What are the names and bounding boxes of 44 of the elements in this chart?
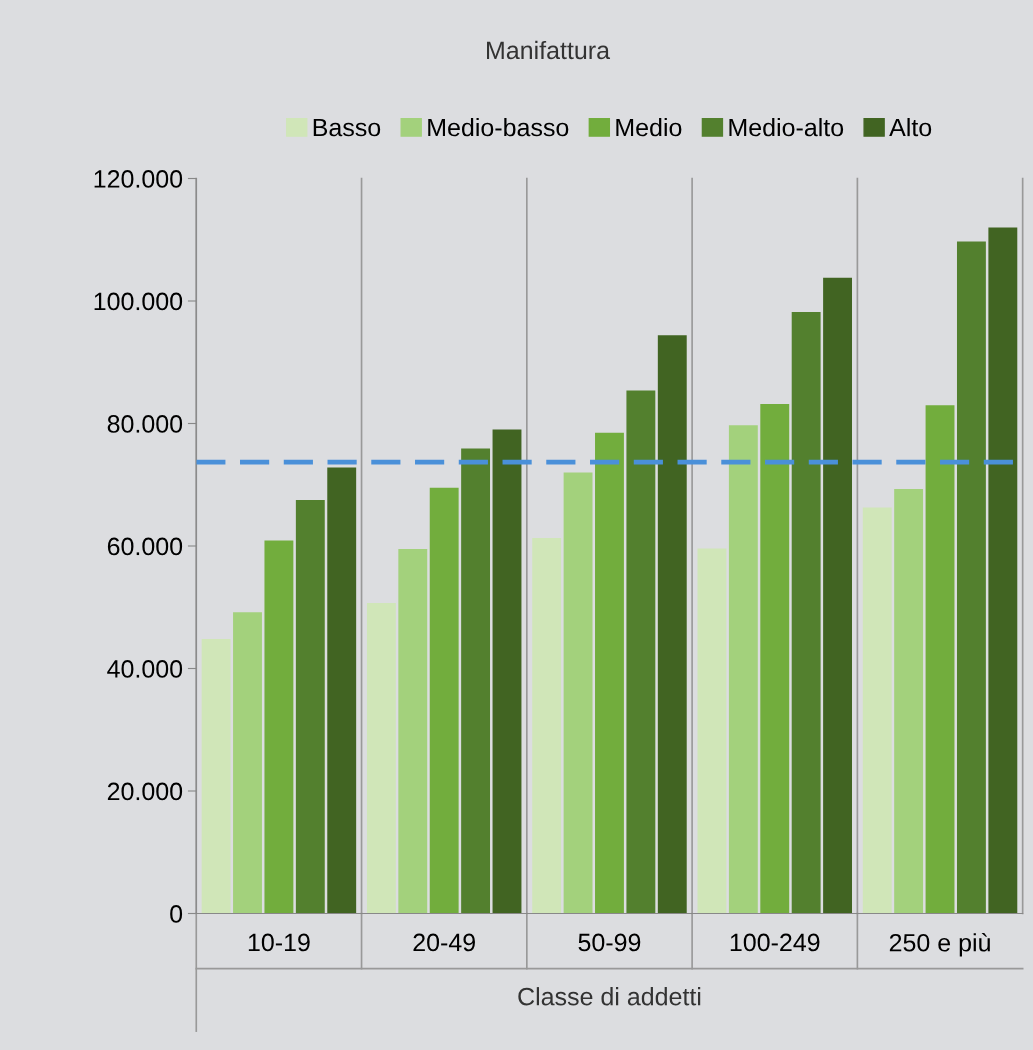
y-tick-label: 80.000 bbox=[107, 415, 183, 433]
bar bbox=[728, 425, 758, 914]
bar bbox=[823, 277, 852, 914]
bar bbox=[862, 507, 892, 914]
bar bbox=[398, 549, 428, 914]
bar bbox=[697, 548, 727, 914]
bar bbox=[657, 335, 687, 914]
bar bbox=[894, 489, 924, 914]
x-tick-label: 250 e più bbox=[889, 932, 990, 957]
bar bbox=[595, 432, 624, 914]
x-tick-label: 50-99 bbox=[578, 933, 641, 952]
bar bbox=[956, 241, 986, 914]
bar bbox=[626, 390, 656, 914]
bar bbox=[988, 227, 1018, 914]
legend-label: Medio bbox=[616, 118, 682, 137]
bar bbox=[327, 467, 357, 914]
bar bbox=[925, 405, 955, 914]
legend-label: Medio-basso bbox=[428, 118, 569, 137]
bar bbox=[295, 500, 325, 914]
bar bbox=[492, 429, 522, 914]
y-tick-label: 0 bbox=[170, 905, 183, 923]
y-tick-label: 60.000 bbox=[107, 537, 183, 556]
bar bbox=[461, 448, 491, 914]
bar bbox=[264, 540, 294, 914]
x-tick-label: 100-249 bbox=[730, 933, 820, 952]
bar bbox=[429, 487, 459, 914]
legend-label: Basso bbox=[313, 118, 381, 137]
y-tick-label: 20.000 bbox=[107, 782, 183, 801]
x-tick-label: 20-49 bbox=[413, 933, 475, 952]
legend-label: Medio-alto bbox=[729, 118, 844, 137]
bar bbox=[760, 403, 790, 914]
bar bbox=[366, 602, 396, 914]
bar bbox=[532, 538, 562, 914]
legend-label: Alto bbox=[889, 118, 932, 137]
bar bbox=[233, 612, 262, 914]
y-tick-label: 100.000 bbox=[94, 292, 183, 311]
chart-title: Manifattura bbox=[487, 40, 611, 60]
bar bbox=[791, 312, 821, 914]
x-tick-label: 10-19 bbox=[248, 933, 310, 952]
bar bbox=[201, 639, 231, 914]
bar bbox=[563, 472, 593, 914]
y-tick-label: 40.000 bbox=[107, 660, 183, 678]
x-axis-title: Classe di addetti bbox=[518, 987, 701, 1006]
y-tick-label: 120.000 bbox=[94, 170, 183, 188]
